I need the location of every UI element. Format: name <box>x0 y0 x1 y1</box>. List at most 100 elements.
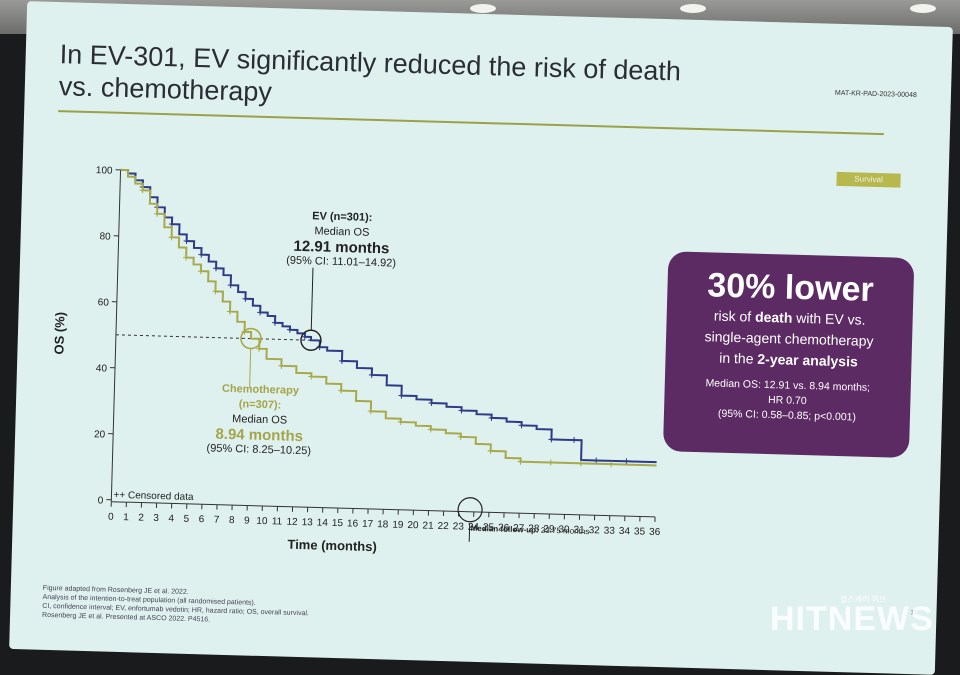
censor-mark <box>458 407 464 413</box>
censor-mark <box>308 373 314 379</box>
x-tick-label: 4 <box>168 513 174 524</box>
x-tick-label: 32 <box>589 525 601 536</box>
title-rule <box>58 110 884 135</box>
hitnews-watermark-logo: HITNEWS 헬스케어 허브 <box>770 600 934 639</box>
callout-line-3-bold: 2-year analysis <box>757 351 858 370</box>
censor-mark <box>183 254 189 260</box>
callout-line-1-bold: death <box>755 309 793 326</box>
ceiling-lamp <box>680 4 706 13</box>
projected-slide: In EV-301, EV significantly reduced the … <box>9 1 953 675</box>
censor-mark <box>213 265 219 271</box>
censor-mark <box>140 187 146 193</box>
y-tick-label: 0 <box>98 495 104 506</box>
censor-mark <box>571 437 577 443</box>
censor-mark <box>287 327 293 333</box>
censor-mark <box>428 426 434 432</box>
censor-mark <box>608 461 614 467</box>
censor-mark <box>548 459 554 465</box>
callout-line-3-pre: in the <box>719 350 758 367</box>
x-tick-label: 17 <box>362 519 374 530</box>
x-tick-label: 22 <box>437 521 449 532</box>
footnotes: Figure adapted from Rosenberg JE et al. … <box>42 584 310 627</box>
censor-mark <box>257 309 263 315</box>
censor-mark <box>488 448 494 454</box>
censor-mark <box>593 457 599 463</box>
chemo-annotation: Chemotherapy (n=307): Median OS 8.94 mon… <box>179 381 341 460</box>
ev-header: EV (n=301): <box>312 210 373 224</box>
censor-mark <box>548 436 554 442</box>
y-tick-label: 20 <box>94 429 106 440</box>
censor-mark <box>517 459 523 465</box>
x-tick-label: 8 <box>229 515 235 526</box>
x-tick-label: 20 <box>407 520 419 531</box>
followup-circle <box>458 497 483 522</box>
x-tick-label: 36 <box>649 527 661 538</box>
ceiling-lamp <box>470 4 496 13</box>
censor-mark <box>339 358 345 364</box>
censor-mark <box>228 282 234 288</box>
censor-mark <box>398 393 404 399</box>
censor-mark <box>227 308 233 314</box>
y-axis-title: OS (%) <box>51 312 67 355</box>
x-tick-label: 35 <box>634 526 646 537</box>
censor-mark <box>198 252 204 258</box>
censor-mark <box>368 408 374 414</box>
y-tick-label: 40 <box>96 363 108 374</box>
censor-mark <box>169 221 175 227</box>
censor-mark <box>518 422 524 428</box>
followup-label: Median follow-up: <box>471 524 539 535</box>
slide-title: In EV-301, EV significantly reduced the … <box>58 38 740 121</box>
median-reference-line <box>116 335 311 340</box>
x-tick-label: 34 <box>619 526 631 537</box>
censor-mark <box>242 296 248 302</box>
x-tick-label: 33 <box>604 526 616 537</box>
callout-headline: 30% lower <box>667 265 914 311</box>
x-tick-label: 13 <box>302 517 314 528</box>
x-tick-label: 3 <box>153 513 159 524</box>
y-tick-label: 100 <box>96 165 113 176</box>
censor-mark <box>168 234 174 240</box>
callout-line-1-pre: risk of <box>714 307 756 324</box>
x-axis-title: Time (months) <box>287 537 377 554</box>
x-tick-label: 16 <box>347 518 359 529</box>
y-tick-label: 80 <box>99 231 111 242</box>
ev-median-leader <box>311 268 313 331</box>
x-tick-label: 6 <box>199 514 205 525</box>
ceiling-lamp <box>910 4 936 13</box>
censor-mark <box>198 268 204 274</box>
censor-mark <box>184 238 190 244</box>
x-tick-label: 5 <box>183 514 189 525</box>
censor-mark <box>212 288 218 294</box>
document-code: MAT-KR-PAD-2023-00048 <box>835 90 917 99</box>
x-tick-label: 0 <box>108 512 114 523</box>
x-tick-label: 10 <box>256 516 268 527</box>
x-tick-label: 19 <box>392 520 404 531</box>
callout-stats: Median OS: 12.91 vs. 8.94 months; HR 0.7… <box>664 375 911 427</box>
censor-mark <box>428 400 434 406</box>
x-tick-label: 1 <box>123 512 129 523</box>
x-tick-label: 23 <box>453 521 465 532</box>
x-tick-label: 12 <box>286 517 298 528</box>
censor-mark <box>369 372 375 378</box>
censor-mark <box>623 458 629 464</box>
x-tick-label: 18 <box>377 519 389 530</box>
x-tick-label: 11 <box>272 516 283 527</box>
watermark-text: HITNEWS <box>770 600 934 638</box>
censor-mark <box>278 363 284 369</box>
censor-mark <box>458 434 464 440</box>
ev-annotation: EV (n=301): Median OS 12.91 months (95% … <box>256 208 428 273</box>
censor-mark <box>154 211 160 217</box>
x-tick-label: 9 <box>244 515 250 526</box>
followup-value: 23.75 months <box>539 526 590 536</box>
censor-mark <box>488 415 494 421</box>
x-tick-label: 2 <box>138 513 144 524</box>
x-tick-label: 14 <box>317 517 329 528</box>
y-tick-label: 60 <box>98 297 110 308</box>
censor-mark <box>578 460 584 466</box>
x-tick-label: 7 <box>214 515 220 526</box>
y-axis-line <box>111 170 120 502</box>
x-tick-label: 21 <box>422 520 434 531</box>
censor-mark <box>398 419 404 425</box>
x-tick-label: 15 <box>332 518 344 529</box>
callout-line-1-post: with EV vs. <box>792 310 866 328</box>
